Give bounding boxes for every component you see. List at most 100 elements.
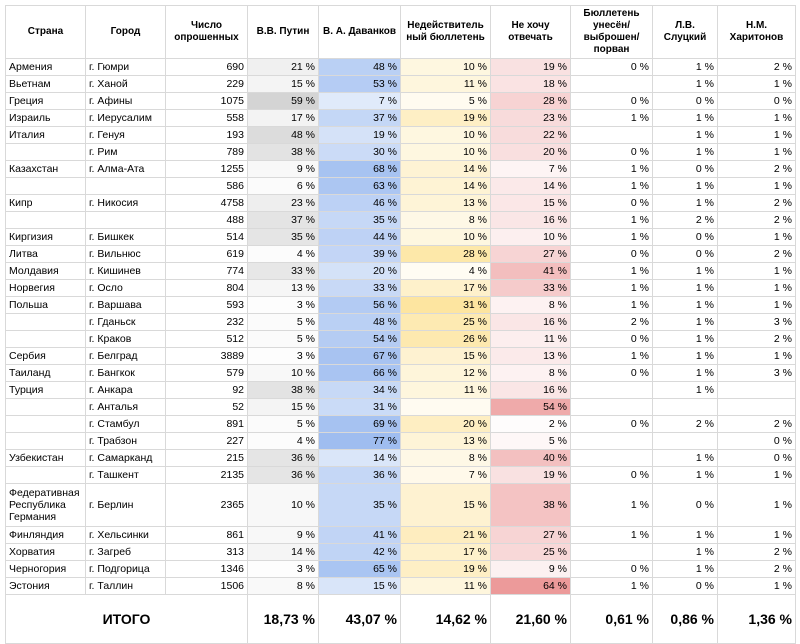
cell-putin: 21 % — [247, 58, 319, 76]
cell-putin: 9 % — [247, 526, 319, 544]
table-row: Литва г. Вильнюс 619 4 % 39 % 28 % 27 % 0 % 0 % 2… — [5, 245, 796, 263]
column-header-country: Страна — [5, 5, 86, 59]
cell-ballot-removed: 0 % — [570, 560, 653, 578]
table-row: г. Стамбул 891 5 % 69 % 20 % 2 % 0 % 2 % 2 % — [5, 415, 796, 433]
column-header-city: Город — [85, 5, 166, 59]
cell-no-answer: 7 % — [490, 160, 571, 178]
cell-country: Узбекистан — [5, 449, 86, 467]
cell-ballot-removed: 0 % — [570, 466, 653, 484]
cell-country — [5, 211, 86, 229]
total-ballot-removed: 0,61 % — [570, 594, 653, 644]
cell-city: г. Бангкок — [85, 364, 166, 382]
cell-slutsky: 1 % — [652, 560, 718, 578]
cell-putin: 10 % — [247, 483, 319, 527]
column-header-invalid-ballot: Недействитель ный бюллетень — [400, 5, 491, 59]
cell-ballot-removed: 1 % — [570, 160, 653, 178]
cell-slutsky: 0 % — [652, 160, 718, 178]
cell-country: Сербия — [5, 347, 86, 365]
cell-kharitonov: 1 % — [717, 126, 796, 144]
cell-no-answer: 18 % — [490, 75, 571, 93]
cell-slutsky: 2 % — [652, 211, 718, 229]
cell-respondents: 229 — [165, 75, 248, 93]
cell-slutsky: 0 % — [652, 483, 718, 527]
cell-davankov: 36 % — [318, 466, 401, 484]
total-no-answer: 21,60 % — [490, 594, 571, 644]
cell-invalid-ballot: 14 % — [400, 160, 491, 178]
cell-invalid-ballot: 20 % — [400, 415, 491, 433]
cell-slutsky: 1 % — [652, 347, 718, 365]
cell-no-answer: 2 % — [490, 415, 571, 433]
cell-respondents: 514 — [165, 228, 248, 246]
cell-respondents: 92 — [165, 381, 248, 399]
cell-country — [5, 313, 86, 331]
cell-davankov: 31 % — [318, 398, 401, 416]
cell-invalid-ballot: 10 % — [400, 58, 491, 76]
cell-davankov: 41 % — [318, 526, 401, 544]
cell-davankov: 65 % — [318, 560, 401, 578]
cell-ballot-removed: 0 % — [570, 330, 653, 348]
table-row: г. Гданьск 232 5 % 48 % 25 % 16 % 2 % 1 % 3 % — [5, 313, 796, 331]
cell-putin: 17 % — [247, 109, 319, 127]
cell-ballot-removed — [570, 449, 653, 467]
table-row: Кипр г. Никосия 4758 23 % 46 % 13 % 15 % 0 % 1 %… — [5, 194, 796, 212]
cell-slutsky: 1 % — [652, 330, 718, 348]
cell-invalid-ballot: 8 % — [400, 449, 491, 467]
cell-no-answer: 19 % — [490, 58, 571, 76]
cell-respondents: 789 — [165, 143, 248, 161]
cell-davankov: 15 % — [318, 577, 401, 595]
table-row: Федеративная Республика Германия г. Берли… — [5, 483, 796, 527]
cell-putin: 23 % — [247, 194, 319, 212]
cell-kharitonov: 1 % — [717, 296, 796, 314]
cell-country: Греция — [5, 92, 86, 110]
table-row: г. Краков 512 5 % 54 % 26 % 11 % 0 % 1 % 2 % — [5, 330, 796, 348]
cell-davankov: 34 % — [318, 381, 401, 399]
cell-no-answer: 9 % — [490, 560, 571, 578]
cell-ballot-removed: 1 % — [570, 526, 653, 544]
table-row: Италия г. Генуя 193 48 % 19 % 10 % 22 % 1 % 1 % — [5, 126, 796, 144]
cell-davankov: 77 % — [318, 432, 401, 450]
cell-kharitonov: 2 % — [717, 245, 796, 263]
cell-country: Молдавия — [5, 262, 86, 280]
cell-invalid-ballot: 26 % — [400, 330, 491, 348]
cell-invalid-ballot: 4 % — [400, 262, 491, 280]
cell-no-answer: 19 % — [490, 466, 571, 484]
table-row: Израиль г. Иерусалим 558 17 % 37 % 19 % 23 % 1 … — [5, 109, 796, 127]
cell-putin: 14 % — [247, 543, 319, 561]
cell-slutsky: 0 % — [652, 92, 718, 110]
cell-country: Польша — [5, 296, 86, 314]
cell-city: г. Самарканд — [85, 449, 166, 467]
cell-no-answer: 22 % — [490, 126, 571, 144]
cell-slutsky: 1 % — [652, 543, 718, 561]
cell-kharitonov: 1 % — [717, 228, 796, 246]
cell-invalid-ballot: 10 % — [400, 143, 491, 161]
cell-putin: 15 % — [247, 75, 319, 93]
cell-respondents: 690 — [165, 58, 248, 76]
cell-respondents: 593 — [165, 296, 248, 314]
cell-kharitonov: 0 % — [717, 449, 796, 467]
cell-city: г. Афины — [85, 92, 166, 110]
cell-respondents: 3889 — [165, 347, 248, 365]
cell-no-answer: 33 % — [490, 279, 571, 297]
cell-putin: 4 % — [247, 432, 319, 450]
cell-kharitonov: 1 % — [717, 109, 796, 127]
cell-respondents: 1075 — [165, 92, 248, 110]
cell-slutsky: 1 % — [652, 466, 718, 484]
cell-ballot-removed: 0 % — [570, 58, 653, 76]
cell-country: Черногория — [5, 560, 86, 578]
cell-no-answer: 41 % — [490, 262, 571, 280]
cell-no-answer: 38 % — [490, 483, 571, 527]
cell-no-answer: 8 % — [490, 296, 571, 314]
cell-city: г. Анкара — [85, 381, 166, 399]
table-row: Черногория г. Подгорица 1346 3 % 65 % 19 % 9 %… — [5, 560, 796, 578]
cell-putin: 13 % — [247, 279, 319, 297]
cell-putin: 9 % — [247, 160, 319, 178]
cell-city: г. Иерусалим — [85, 109, 166, 127]
cell-country: Турция — [5, 381, 86, 399]
cell-invalid-ballot: 11 % — [400, 577, 491, 595]
cell-respondents: 52 — [165, 398, 248, 416]
cell-no-answer: 23 % — [490, 109, 571, 127]
cell-ballot-removed: 1 % — [570, 279, 653, 297]
cell-putin: 38 % — [247, 143, 319, 161]
cell-respondents: 488 — [165, 211, 248, 229]
cell-city: г. Вильнюс — [85, 245, 166, 263]
